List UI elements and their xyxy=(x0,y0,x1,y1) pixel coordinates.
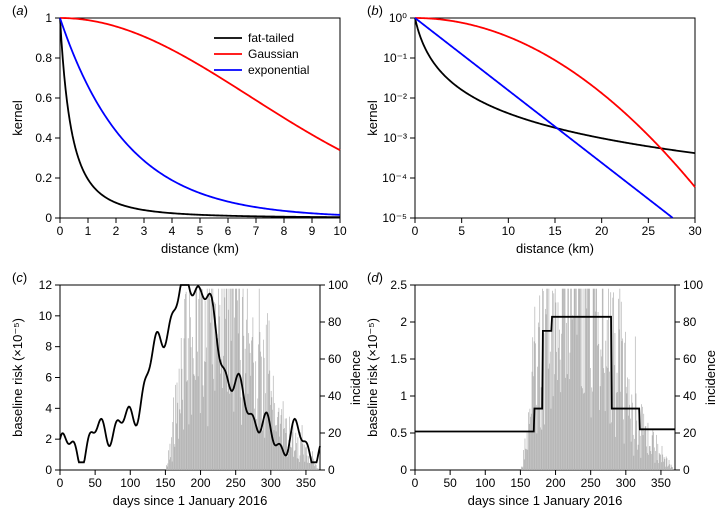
svg-text:6: 6 xyxy=(225,224,232,238)
svg-text:2: 2 xyxy=(113,224,120,238)
svg-text:distance (km): distance (km) xyxy=(516,241,594,256)
svg-text:7: 7 xyxy=(253,224,260,238)
svg-text:10: 10 xyxy=(333,224,347,238)
svg-text:25: 25 xyxy=(642,224,656,238)
svg-text:10⁻⁵: 10⁻⁵ xyxy=(382,211,407,225)
svg-text:300: 300 xyxy=(261,476,281,490)
svg-text:5: 5 xyxy=(197,224,204,238)
svg-text:40: 40 xyxy=(683,389,697,403)
svg-text:0: 0 xyxy=(683,463,690,477)
svg-text:4: 4 xyxy=(45,401,52,415)
svg-text:days since 1 January 2016: days since 1 January 2016 xyxy=(468,493,623,508)
svg-text:3: 3 xyxy=(141,224,148,238)
svg-text:40: 40 xyxy=(328,389,342,403)
svg-text:1: 1 xyxy=(85,224,92,238)
svg-text:30: 30 xyxy=(688,224,702,238)
svg-text:0: 0 xyxy=(412,224,419,238)
figure-svg: 01234567891000.20.40.60.81distance (km)k… xyxy=(0,0,716,519)
svg-text:0: 0 xyxy=(57,476,64,490)
svg-text:1: 1 xyxy=(400,389,407,403)
svg-text:20: 20 xyxy=(595,224,609,238)
svg-text:60: 60 xyxy=(683,352,697,366)
svg-text:baseline risk (×10⁻⁵): baseline risk (×10⁻⁵) xyxy=(10,318,25,437)
svg-text:8: 8 xyxy=(45,340,52,354)
svg-text:100: 100 xyxy=(475,476,495,490)
svg-text:incidence: incidence xyxy=(348,350,363,405)
svg-text:exponential: exponential xyxy=(248,63,309,77)
figure: 01234567891000.20.40.60.81distance (km)k… xyxy=(0,0,716,519)
svg-text:2.5: 2.5 xyxy=(390,278,407,292)
svg-text:12: 12 xyxy=(39,278,53,292)
svg-text:80: 80 xyxy=(328,315,342,329)
svg-text:10⁻¹: 10⁻¹ xyxy=(383,51,407,65)
svg-text:10⁻⁴: 10⁻⁴ xyxy=(382,171,407,185)
svg-text:350: 350 xyxy=(296,476,316,490)
svg-text:10: 10 xyxy=(502,224,516,238)
svg-text:200: 200 xyxy=(546,476,566,490)
svg-text:10⁻³: 10⁻³ xyxy=(383,131,407,145)
svg-text:0: 0 xyxy=(328,463,335,477)
svg-text:250: 250 xyxy=(581,476,601,490)
svg-text:50: 50 xyxy=(88,476,102,490)
svg-text:8: 8 xyxy=(281,224,288,238)
svg-text:0: 0 xyxy=(45,211,52,225)
svg-text:10⁰: 10⁰ xyxy=(389,11,407,25)
svg-text:10: 10 xyxy=(39,309,53,323)
svg-text:2: 2 xyxy=(400,315,407,329)
svg-text:4: 4 xyxy=(169,224,176,238)
svg-text:baseline risk (×10⁻⁵): baseline risk (×10⁻⁵) xyxy=(365,318,380,437)
svg-text:20: 20 xyxy=(328,426,342,440)
svg-text:20: 20 xyxy=(683,426,697,440)
svg-text:15: 15 xyxy=(548,224,562,238)
svg-text:distance (km): distance (km) xyxy=(161,241,239,256)
svg-text:days since 1 January 2016: days since 1 January 2016 xyxy=(113,493,268,508)
svg-text:150: 150 xyxy=(510,476,530,490)
svg-text:100: 100 xyxy=(683,278,703,292)
svg-text:(a): (a) xyxy=(12,3,28,18)
svg-text:fat-tailed: fat-tailed xyxy=(248,31,294,45)
svg-text:0: 0 xyxy=(412,476,419,490)
svg-text:5: 5 xyxy=(458,224,465,238)
svg-text:300: 300 xyxy=(616,476,636,490)
svg-text:60: 60 xyxy=(328,352,342,366)
svg-text:0.4: 0.4 xyxy=(35,131,52,145)
svg-text:0.8: 0.8 xyxy=(35,51,52,65)
svg-text:0: 0 xyxy=(57,224,64,238)
svg-text:2: 2 xyxy=(45,432,52,446)
svg-text:50: 50 xyxy=(443,476,457,490)
svg-text:100: 100 xyxy=(328,278,348,292)
svg-text:250: 250 xyxy=(226,476,246,490)
svg-text:0.6: 0.6 xyxy=(35,91,52,105)
svg-text:(c): (c) xyxy=(12,270,27,285)
svg-text:6: 6 xyxy=(45,371,52,385)
svg-text:150: 150 xyxy=(155,476,175,490)
svg-text:350: 350 xyxy=(651,476,671,490)
svg-text:100: 100 xyxy=(120,476,140,490)
svg-text:1.5: 1.5 xyxy=(390,352,407,366)
svg-text:1: 1 xyxy=(45,11,52,25)
svg-text:0.5: 0.5 xyxy=(390,426,407,440)
svg-text:incidence: incidence xyxy=(703,350,716,405)
svg-text:kernel: kernel xyxy=(365,100,380,136)
svg-text:kernel: kernel xyxy=(10,100,25,136)
svg-text:(b): (b) xyxy=(367,3,383,18)
svg-text:80: 80 xyxy=(683,315,697,329)
svg-text:0: 0 xyxy=(45,463,52,477)
svg-text:(d): (d) xyxy=(367,270,383,285)
svg-text:Gaussian: Gaussian xyxy=(248,47,299,61)
svg-text:0.2: 0.2 xyxy=(35,171,52,185)
svg-text:10⁻²: 10⁻² xyxy=(383,91,407,105)
svg-text:200: 200 xyxy=(191,476,211,490)
svg-text:0: 0 xyxy=(400,463,407,477)
svg-text:9: 9 xyxy=(309,224,316,238)
